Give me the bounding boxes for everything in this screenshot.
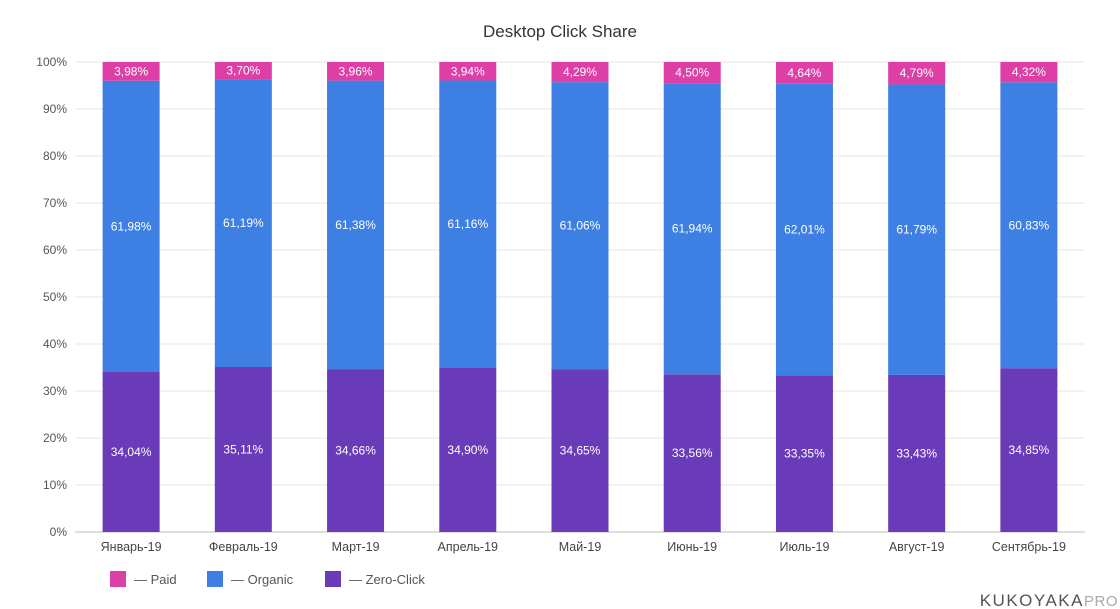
data-label: 35,11% [223, 442, 263, 456]
x-tick-label: Февраль-19 [209, 540, 278, 554]
data-label: 4,79% [900, 66, 934, 80]
data-label: 61,98% [111, 219, 152, 233]
legend-label: — Zero-Click [349, 572, 425, 587]
bar-segment-organic [551, 82, 609, 370]
brand-logo: KUKOYAKAPRO [980, 591, 1118, 609]
data-label: 4,32% [1012, 65, 1046, 79]
bar-segment-paid [214, 62, 272, 80]
data-label: 34,85% [1009, 443, 1050, 457]
data-label: 61,94% [672, 222, 713, 236]
y-tick-label: 60% [43, 243, 67, 257]
y-tick-label: 100% [36, 55, 67, 69]
data-label: 61,06% [560, 219, 601, 233]
bar-segment-zero-click [439, 367, 497, 532]
bar-segment-paid [327, 62, 385, 81]
bar-segment-organic [439, 80, 497, 368]
y-tick-label: 0% [50, 525, 68, 539]
data-label: 4,29% [563, 65, 597, 79]
x-tick-label: Март-19 [332, 540, 380, 554]
legend-label: — Paid [134, 572, 177, 587]
data-label: 34,90% [447, 443, 488, 457]
data-label: 34,04% [111, 445, 152, 459]
bar-segment-organic [888, 84, 946, 375]
data-label: 33,35% [784, 447, 825, 461]
y-tick-label: 20% [43, 431, 67, 445]
y-tick-label: 40% [43, 337, 67, 351]
bar-segment-zero-click [551, 369, 609, 532]
data-label: 61,19% [223, 216, 264, 230]
data-label: 60,83% [1009, 218, 1050, 232]
data-label: 61,38% [335, 218, 376, 232]
x-tick-label: Июль-19 [779, 540, 829, 554]
data-label: 33,56% [672, 446, 713, 460]
bar-segment-organic [327, 80, 385, 370]
bar-segment-zero-click [102, 372, 160, 532]
legend-swatch [207, 571, 223, 587]
bar-segment-zero-click [888, 374, 946, 532]
x-tick-label: Май-19 [559, 540, 602, 554]
x-tick-label: Август-19 [889, 540, 945, 554]
y-tick-label: 50% [43, 290, 67, 304]
bar-segment-zero-click [1000, 368, 1058, 532]
x-tick-label: Январь-19 [101, 540, 162, 554]
bar-segment-zero-click [775, 375, 833, 532]
data-label: 33,43% [896, 446, 937, 460]
y-axis-ticks: 0% 10% 20% 30% 40% 50% 60% 70% 80% 90% 100% [36, 55, 67, 539]
bar-segment-zero-click [663, 374, 721, 532]
bar-segment-organic [775, 83, 833, 376]
x-axis-ticks: Январь-19 Февраль-19 Март-19 Апрель-19 Май-1… [101, 540, 1066, 554]
data-label: 3,96% [339, 64, 373, 78]
bar-segment-organic [214, 79, 272, 367]
data-label: 62,01% [784, 223, 825, 237]
legend: — Paid — Organic — Zero-Click [110, 571, 425, 587]
bar-segment-organic [663, 83, 721, 375]
bar-segment-paid [888, 61, 946, 85]
y-tick-label: 30% [43, 384, 67, 398]
bar-segment-organic [1000, 82, 1058, 369]
brand-name: KUKOYAKA [980, 591, 1084, 609]
data-label: 61,16% [447, 217, 488, 231]
bar-segment-paid [663, 62, 721, 84]
chart-title: Desktop Click Share [483, 22, 637, 41]
legend-label: — Organic [231, 572, 294, 587]
y-tick-label: 80% [43, 149, 67, 163]
bar-segment-paid [775, 62, 833, 84]
legend-swatch [110, 571, 126, 587]
x-tick-label: Июнь-19 [667, 540, 717, 554]
bar-segment-paid [1000, 62, 1058, 83]
data-label: 3,70% [226, 64, 260, 78]
x-tick-label: Сентябрь-19 [992, 540, 1066, 554]
bar-segment-paid [439, 62, 497, 81]
bars: 34,04% 61,98% 3,98% 35,11% 61,19% 3,70% 34,66%… [102, 61, 1058, 532]
data-label: 61,79% [896, 223, 937, 237]
bar-segment-organic [102, 80, 160, 373]
data-label: 3,94% [451, 64, 485, 78]
y-tick-label: 10% [43, 478, 67, 492]
y-tick-label: 70% [43, 196, 67, 210]
y-tick-label: 90% [43, 102, 67, 116]
data-label: 3,98% [114, 64, 148, 78]
legend-swatch [325, 571, 341, 587]
bar-segment-zero-click [214, 366, 272, 532]
data-label: 34,66% [335, 444, 376, 458]
data-label: 34,65% [560, 444, 601, 458]
bar-segment-zero-click [327, 369, 385, 532]
data-label: 4,64% [787, 66, 821, 80]
data-label: 4,50% [675, 66, 709, 80]
bar-segment-paid [102, 62, 160, 81]
x-tick-label: Апрель-19 [438, 540, 499, 554]
brand-suffix: PRO [1084, 593, 1118, 609]
bar-segment-paid [551, 62, 609, 83]
